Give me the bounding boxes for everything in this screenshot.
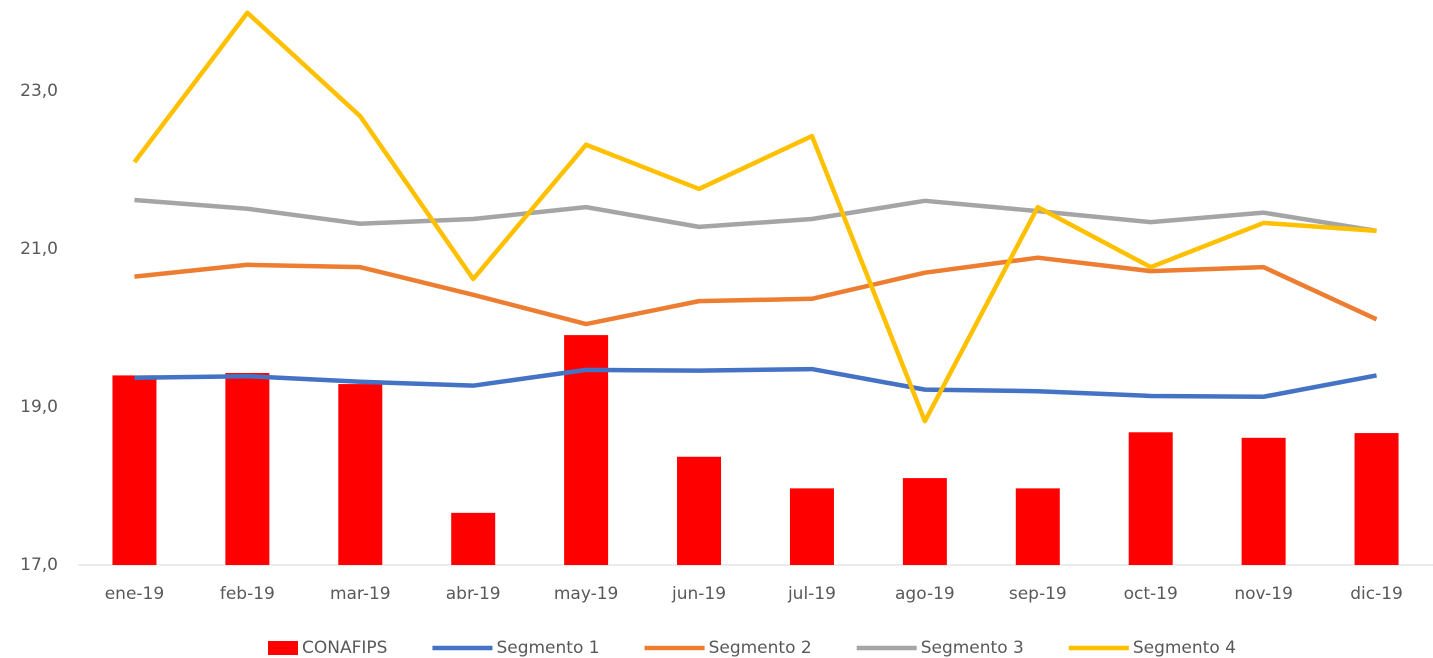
bar [225, 373, 270, 565]
y-tick-label: 23,0 [20, 81, 58, 101]
y-tick-label: 19,0 [20, 397, 58, 417]
bar [677, 456, 722, 565]
legend-swatch [268, 641, 298, 655]
line [134, 255, 1378, 327]
bar [902, 478, 947, 565]
x-tick-label: jun-19 [671, 584, 726, 604]
bar [451, 512, 496, 565]
legend-label: Segmento 4 [1133, 638, 1236, 658]
line [134, 366, 1377, 399]
line [132, 10, 1377, 424]
x-tick-label: oct-19 [1124, 584, 1178, 604]
x-tick-label: ene-19 [105, 584, 164, 604]
x-tick-label: may-19 [554, 584, 619, 604]
bar [1354, 433, 1399, 565]
legend-label: Segmento 2 [709, 638, 812, 658]
x-tick-label: mar-19 [330, 584, 391, 604]
bar [789, 488, 834, 565]
x-tick-label: sep-19 [1009, 584, 1067, 604]
bar [112, 375, 157, 565]
y-tick-label: 17,0 [20, 555, 58, 575]
x-tick-label: ago-19 [895, 584, 955, 604]
legend-label: CONAFIPS [302, 638, 387, 658]
x-tick-label: jul-19 [787, 584, 836, 604]
bar [1128, 432, 1173, 565]
x-tick-label: feb-19 [220, 584, 275, 604]
bar [1015, 488, 1060, 565]
x-tick-label: dic-19 [1350, 584, 1403, 604]
x-tick-label: nov-19 [1234, 584, 1293, 604]
line [134, 197, 1377, 234]
bar [1241, 437, 1286, 565]
y-tick-label: 21,0 [20, 239, 58, 259]
x-tick-label: abr-19 [446, 584, 501, 604]
bar [338, 384, 383, 565]
legend-label: Segmento 1 [496, 638, 599, 658]
legend-label: Segmento 3 [921, 638, 1024, 658]
